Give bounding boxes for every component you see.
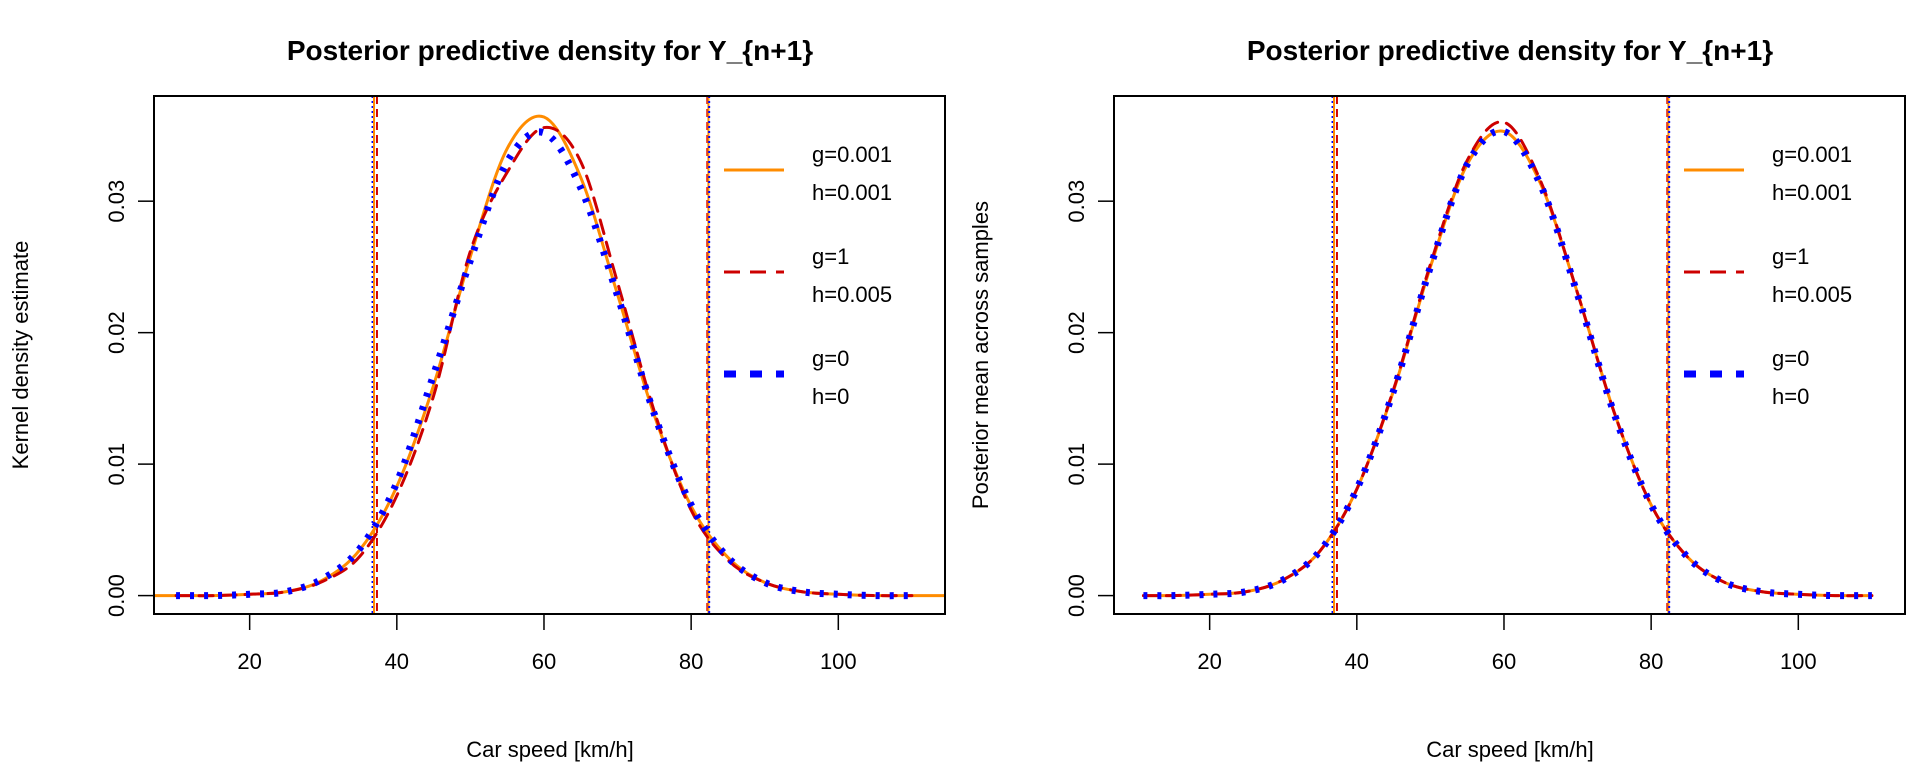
y-axis-label: Kernel density estimate [8,241,33,470]
x-axis-label: Car speed [km/h] [1426,737,1594,762]
legend-label: h=0 [1772,384,1809,409]
y-tick-label: 0.03 [104,180,129,223]
legend-label: g=0 [1772,346,1809,371]
chart-panel-1: Posterior predictive density for Y_{n+1}… [8,35,946,762]
y-axis-label: Posterior mean across samples [968,201,993,509]
x-tick-label: 40 [1345,649,1369,674]
chart-panel-2: Posterior predictive density for Y_{n+1}… [968,35,1906,762]
legend-label: g=1 [1772,244,1809,269]
legend-label: g=0.001 [1772,142,1852,167]
chart-title: Posterior predictive density for Y_{n+1} [1247,35,1773,66]
x-tick-label: 20 [1197,649,1221,674]
legend-label: h=0.001 [1772,180,1852,205]
x-tick-label: 80 [679,649,703,674]
series-line-1 [1141,129,1874,598]
x-tick-label: 20 [237,649,261,674]
series-line-3 [1143,127,1872,600]
legend-label: g=0.001 [812,142,892,167]
chart-title: Posterior predictive density for Y_{n+1} [287,35,813,66]
legend-label: g=0 [812,346,849,371]
y-tick-label: 0.00 [104,574,129,617]
plot-frame [1113,95,1906,615]
legend-label: h=0.005 [812,282,892,307]
series-line-2 [1141,120,1874,598]
x-tick-label: 80 [1639,649,1663,674]
legend-label: h=0.005 [1772,282,1852,307]
y-tick-label: 0.01 [104,443,129,486]
x-tick-label: 100 [1780,649,1817,674]
legend-label: g=1 [812,244,849,269]
x-tick-label: 40 [385,649,409,674]
plot-frame [153,95,946,615]
series-line-2 [174,125,914,598]
x-tick-label: 60 [532,649,556,674]
y-tick-label: 0.02 [1064,311,1089,354]
x-tick-label: 100 [820,649,857,674]
series-line-3 [176,128,912,600]
legend-label: h=0 [812,384,849,409]
y-tick-label: 0.00 [1064,574,1089,617]
legend-label: h=0.001 [812,180,892,205]
y-tick-label: 0.01 [1064,443,1089,486]
x-tick-label: 60 [1492,649,1516,674]
y-tick-label: 0.03 [1064,180,1089,223]
x-axis-label: Car speed [km/h] [466,737,634,762]
y-tick-label: 0.02 [104,311,129,354]
